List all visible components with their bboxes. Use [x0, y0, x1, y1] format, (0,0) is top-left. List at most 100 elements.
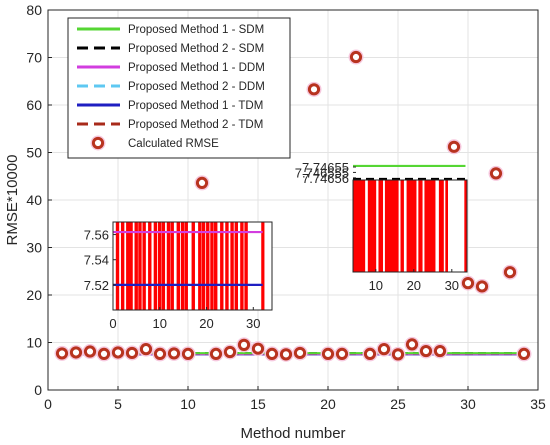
- inset-left-red-bar: [220, 222, 224, 310]
- rmse-point: [195, 176, 209, 189]
- inset-left-red-bar: [201, 222, 206, 310]
- legend-item: Proposed Method 2 - TDM: [77, 119, 263, 131]
- rmse-point: [139, 343, 153, 356]
- rmse-point: [293, 346, 307, 360]
- inset-left-x-tick-label: 20: [199, 316, 213, 331]
- inset-left-red-bar: [206, 222, 210, 310]
- rmse-point: [223, 345, 237, 359]
- inset-left-red-bar: [180, 222, 185, 310]
- inset-left-red-bar: [234, 222, 238, 310]
- legend-item: Calculated RMSE: [90, 135, 219, 151]
- rmse-point: [83, 345, 97, 358]
- legend-label: Proposed Method 2 - SDM: [128, 43, 264, 55]
- inset-right-red-bar: [353, 180, 366, 272]
- inset-right-y-tick-label: 7.746555: [295, 165, 349, 180]
- rmse-point: [237, 338, 251, 351]
- inset-left-red-bar: [244, 222, 248, 310]
- rmse-point: [391, 348, 405, 361]
- x-tick-label: 35: [530, 396, 546, 412]
- rmse-point: [461, 277, 475, 290]
- legend-item: Proposed Method 1 - SDM: [77, 24, 264, 36]
- inset-left-red-bar: [138, 222, 142, 310]
- rmse-point: [405, 338, 419, 351]
- rmse-point: [377, 343, 391, 356]
- inset-left: 0 10 20 30 7.52 7.54 7.56: [84, 221, 273, 331]
- inset-left-red-bar: [198, 222, 202, 310]
- inset-left-red-bar: [148, 222, 152, 310]
- rmse-point: [265, 347, 279, 360]
- legend-marker-swatch: [91, 136, 105, 150]
- rmse-point: [153, 347, 167, 360]
- main-plot-frame: [47, 9, 539, 391]
- inset-left-x-tick-label: 30: [246, 316, 260, 331]
- inset-left-red-bar: [120, 222, 125, 310]
- legend-item: Proposed Method 2 - DDM: [77, 81, 265, 93]
- inset-right-red-bar: [384, 180, 399, 272]
- rmse-point: [363, 347, 377, 360]
- x-tick-label: 20: [320, 396, 336, 412]
- inset-left-red-bar: [142, 222, 146, 310]
- inset-left-red-bar: [214, 222, 218, 310]
- inset-left-red-bar: [225, 222, 229, 310]
- x-tick-label: 15: [250, 396, 266, 412]
- rmse-point: [447, 140, 461, 153]
- rmse-point: [55, 347, 69, 360]
- y-axis-label: RMSE*10000: [4, 155, 21, 246]
- x-tick-label: 25: [390, 396, 406, 412]
- rmse-point: [433, 344, 447, 358]
- rmse-point: [279, 348, 293, 361]
- rmse-point: [181, 347, 195, 360]
- main-x-tick-labels: 0 5 10 15 20 25 30 35: [44, 396, 546, 412]
- legend-item: Proposed Method 2 - SDM: [77, 43, 264, 55]
- inset-right-red-bar: [464, 180, 467, 272]
- y-tick-label: 20: [26, 287, 42, 303]
- rmse-point: [349, 50, 363, 64]
- rmse-point: [419, 344, 433, 358]
- rmse-point: [475, 280, 489, 293]
- rmse-point: [517, 347, 531, 360]
- legend-item: Proposed Method 1 - TDM: [77, 100, 263, 112]
- legend-label: Proposed Method 1 - TDM: [128, 100, 263, 112]
- legend-label: Calculated RMSE: [128, 138, 219, 150]
- inset-left-red-bar: [129, 222, 133, 310]
- y-tick-label: 40: [26, 192, 42, 208]
- inset-left-red-bar: [166, 222, 171, 310]
- rmse-point: [69, 346, 83, 359]
- inset-left-red-bar: [157, 222, 162, 310]
- inset-right-y-tick-label: 7.74655: [302, 160, 349, 175]
- legend-item: Proposed Method 1 - DDM: [77, 62, 265, 74]
- inset-left-frame: [112, 221, 273, 311]
- inset-left-y-tick-label: 7.52: [84, 278, 109, 293]
- inset-left-red-bar: [210, 222, 214, 310]
- y-tick-label: 30: [26, 240, 42, 256]
- inset-left-y-tick-label: 7.54: [84, 253, 109, 268]
- inset-left-red-bar: [134, 222, 138, 310]
- x-axis-label: Method number: [240, 425, 345, 442]
- inset-left-red-bar: [170, 222, 174, 310]
- legend-label: Proposed Method 2 - TDM: [128, 119, 263, 131]
- rmse-point: [111, 346, 125, 359]
- inset-left-red-bar: [115, 222, 120, 310]
- inset-right-red-bar: [367, 180, 377, 272]
- y-tick-label: 50: [26, 145, 42, 161]
- inset-right-red-bar: [418, 180, 423, 272]
- y-tick-label: 80: [26, 2, 42, 18]
- inset-left-red-bar: [161, 222, 166, 310]
- x-tick-label: 10: [180, 396, 196, 412]
- inset-right-x-tick-label: 10: [369, 278, 383, 293]
- rmse-point: [209, 347, 223, 360]
- inset-right-x-tick-label: 30: [445, 278, 459, 293]
- y-tick-label: 60: [26, 97, 42, 113]
- inset-right-red-bar: [445, 180, 448, 272]
- rmse-point: [125, 346, 139, 360]
- inset-right-red-bar: [400, 180, 404, 272]
- inset-right-red-bar: [378, 180, 384, 272]
- x-tick-label: 30: [460, 396, 476, 412]
- x-tick-label: 5: [114, 396, 122, 412]
- legend: Proposed Method 1 - SDM Proposed Method 2…: [67, 17, 291, 159]
- legend-box: [67, 17, 291, 159]
- inset-left-x-tick-label: 0: [109, 316, 116, 331]
- main-y-tick-labels: 0 10 20 30 40 50 60 70 80: [26, 2, 42, 398]
- y-tick-label: 70: [26, 50, 42, 66]
